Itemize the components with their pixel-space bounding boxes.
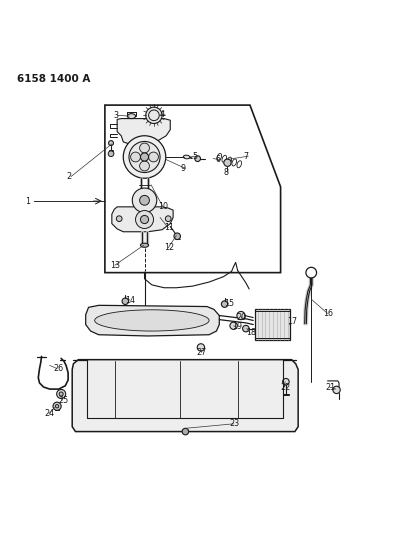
Text: 2: 2 [66,172,71,181]
Text: 23: 23 [229,419,239,429]
Circle shape [132,188,156,213]
Text: 6158 1400 A: 6158 1400 A [17,74,90,84]
Text: 10: 10 [157,201,168,211]
Circle shape [140,153,148,161]
Circle shape [182,429,188,435]
Text: 1: 1 [25,197,30,206]
Ellipse shape [127,114,135,118]
Text: 11: 11 [164,223,174,232]
Circle shape [139,143,149,153]
Polygon shape [72,360,297,432]
Text: 4: 4 [160,110,165,118]
Text: 20: 20 [236,313,246,322]
Text: 19: 19 [231,322,241,332]
Circle shape [194,156,200,161]
Circle shape [165,216,171,222]
Circle shape [236,311,245,320]
Circle shape [145,107,162,124]
Circle shape [59,392,63,396]
Bar [254,309,289,340]
Circle shape [229,322,237,329]
Circle shape [139,161,149,171]
Circle shape [130,152,140,162]
Text: 21: 21 [325,383,335,392]
Circle shape [116,216,122,222]
Text: 3: 3 [113,111,118,120]
Ellipse shape [140,243,148,247]
Circle shape [242,325,249,332]
Circle shape [305,268,316,278]
Text: 27: 27 [196,348,207,357]
Circle shape [221,301,227,308]
Circle shape [139,196,149,205]
Circle shape [140,215,148,224]
Circle shape [129,141,160,173]
Text: 26: 26 [53,364,63,373]
Circle shape [122,298,128,304]
Polygon shape [112,207,173,232]
Circle shape [223,159,231,166]
Circle shape [53,402,61,410]
Text: 6: 6 [215,155,220,164]
Circle shape [56,390,65,399]
Circle shape [135,211,153,229]
Circle shape [282,378,288,385]
Text: 14: 14 [125,295,135,304]
Text: 24: 24 [45,409,55,418]
Polygon shape [105,105,280,272]
Polygon shape [117,118,170,145]
Text: 25: 25 [58,396,68,405]
Text: 12: 12 [164,243,174,252]
Text: 22: 22 [280,383,290,392]
Text: 13: 13 [110,261,120,270]
Circle shape [173,233,180,239]
Circle shape [108,151,114,157]
Circle shape [197,344,204,351]
Circle shape [123,136,165,178]
Circle shape [148,152,158,162]
Text: 16: 16 [323,309,333,318]
Ellipse shape [183,155,189,159]
Circle shape [108,141,113,146]
Polygon shape [85,305,219,336]
Text: 18: 18 [245,328,255,337]
Circle shape [332,386,339,393]
Text: 17: 17 [286,317,296,326]
Text: 5: 5 [192,152,198,160]
Text: 8: 8 [223,168,228,177]
Ellipse shape [94,310,209,331]
Text: 15: 15 [224,299,234,308]
Text: 7: 7 [243,152,248,160]
Text: 9: 9 [180,164,185,173]
